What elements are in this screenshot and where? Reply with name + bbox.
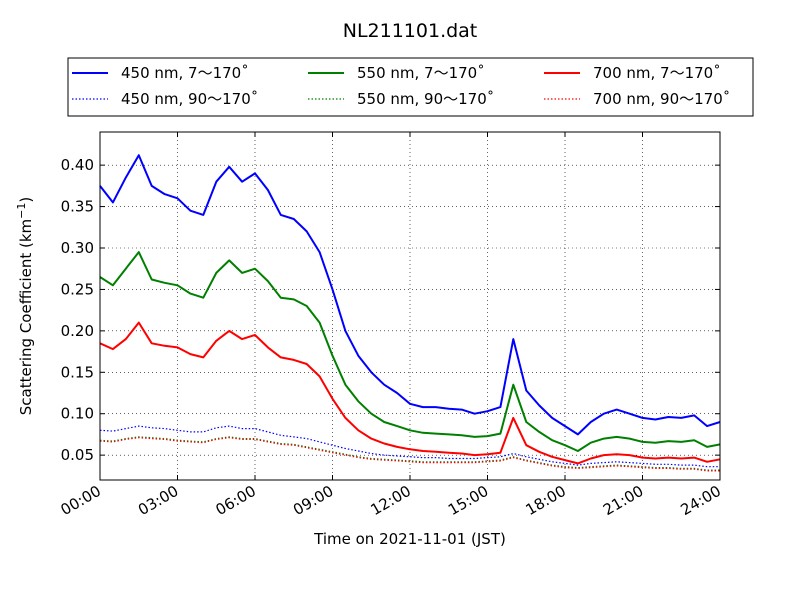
- y-tick-label: 0.10: [61, 405, 94, 423]
- series-line: [99, 154, 721, 436]
- legend-label: 700 nm, 7～170˚: [593, 64, 721, 82]
- x-tick-label: 00:00: [58, 482, 104, 519]
- legend: 450 nm, 7～170˚ 550 nm, 7～170˚ 700 nm, 7～17…: [67, 57, 754, 117]
- legend-label: 550 nm, 90～170˚: [357, 90, 494, 108]
- series-line: [99, 321, 721, 465]
- chart-title: NL211101.dat: [343, 20, 478, 42]
- x-tick-label: 21:00: [600, 482, 646, 519]
- plot-background: [100, 132, 720, 480]
- y-tick-label: 0.25: [61, 280, 94, 298]
- y-tick-label: 0.35: [61, 198, 94, 216]
- y-tick-label: 0.15: [61, 363, 94, 381]
- legend-label: 450 nm, 90～170˚: [121, 90, 258, 108]
- x-tick-label: 15:00: [445, 482, 491, 519]
- y-tick-label: 0.05: [61, 446, 94, 464]
- y-tick-label: 0.40: [61, 156, 94, 174]
- legend-box: [67, 57, 754, 117]
- legend-label: 450 nm, 7～170˚: [121, 64, 249, 82]
- x-tick-label: 03:00: [135, 482, 181, 519]
- y-tick-label: 0.30: [61, 239, 94, 257]
- y-axis-label: Scattering Coefficient (km−1): [15, 197, 35, 416]
- x-tick-label: 06:00: [213, 482, 259, 519]
- x-tick-label: 09:00: [290, 482, 336, 519]
- x-tick-label: 12:00: [368, 482, 414, 519]
- x-tick-label: 24:00: [678, 482, 724, 519]
- y-axis-label-end: ): [17, 197, 35, 203]
- y-tick-label: 0.20: [61, 322, 94, 340]
- legend-label: 550 nm, 7～170˚: [357, 64, 485, 82]
- x-axis-label: Time on 2021-11-01 (JST): [313, 530, 506, 548]
- legend-label: 700 nm, 90～170˚: [593, 90, 730, 108]
- x-tick-label: 18:00: [523, 482, 569, 519]
- plot-area: 00:00 03:00 06:00 09:00 12:00 15:00 18:00 21:00…: [58, 131, 724, 519]
- series-layer: [99, 154, 721, 472]
- y-axis-label-sup: −1: [15, 203, 28, 219]
- series-line: [99, 251, 721, 452]
- y-axis-label-main: Scattering Coefficient (km: [17, 219, 35, 415]
